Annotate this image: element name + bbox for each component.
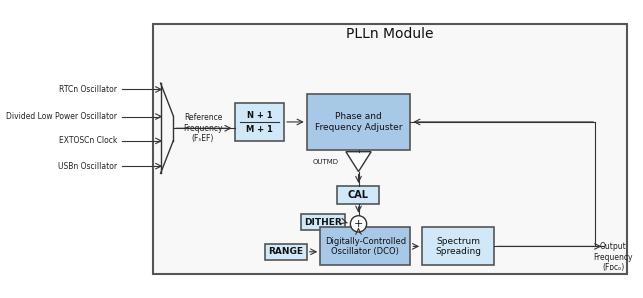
Text: OUTMD: OUTMD bbox=[312, 159, 339, 164]
Text: RANGE: RANGE bbox=[268, 247, 303, 256]
Text: Spectrum
Spreading: Spectrum Spreading bbox=[435, 237, 481, 256]
FancyBboxPatch shape bbox=[320, 227, 410, 265]
Text: Reference
Frequency
(FₛEF): Reference Frequency (FₛEF) bbox=[183, 113, 222, 143]
Text: DITHER: DITHER bbox=[304, 218, 342, 226]
FancyBboxPatch shape bbox=[265, 244, 307, 260]
Text: CAL: CAL bbox=[348, 190, 368, 200]
FancyBboxPatch shape bbox=[235, 103, 284, 141]
Text: EXTOSCn Clock: EXTOSCn Clock bbox=[59, 136, 117, 145]
Text: Digitally-Controlled
Oscillator (DCO): Digitally-Controlled Oscillator (DCO) bbox=[325, 237, 406, 256]
FancyBboxPatch shape bbox=[154, 24, 627, 274]
FancyBboxPatch shape bbox=[338, 186, 379, 204]
Polygon shape bbox=[346, 152, 371, 172]
Text: Phase and
Frequency Adjuster: Phase and Frequency Adjuster bbox=[315, 112, 403, 132]
Text: M + 1: M + 1 bbox=[246, 125, 273, 134]
Text: Output
Frequency
(Fᴅᴄₒ): Output Frequency (Fᴅᴄₒ) bbox=[593, 242, 633, 272]
Text: USBn Oscillator: USBn Oscillator bbox=[58, 162, 117, 171]
Text: +: + bbox=[354, 219, 363, 229]
FancyBboxPatch shape bbox=[302, 214, 345, 230]
Circle shape bbox=[350, 216, 367, 232]
Text: RTCn Oscillator: RTCn Oscillator bbox=[59, 85, 117, 94]
FancyBboxPatch shape bbox=[307, 94, 410, 150]
Text: Divided Low Power Oscillator: Divided Low Power Oscillator bbox=[6, 112, 117, 121]
Text: PLLn Module: PLLn Module bbox=[347, 27, 434, 41]
FancyBboxPatch shape bbox=[422, 227, 494, 265]
Text: N + 1: N + 1 bbox=[246, 111, 272, 119]
